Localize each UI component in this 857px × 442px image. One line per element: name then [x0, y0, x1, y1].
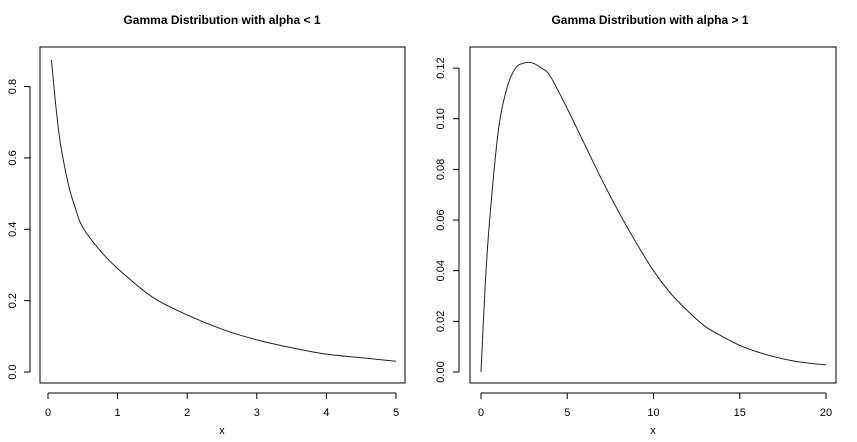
x-ticks: 0 5 10 15 20: [478, 392, 832, 419]
density-curve: [50, 60, 397, 362]
x-tick-label: 15: [734, 407, 746, 419]
y-tick-label: 0.06: [435, 209, 447, 230]
y-tick-label: 0.12: [435, 57, 447, 78]
y-tick-label: 0.10: [435, 108, 447, 129]
x-tick-label: 0: [478, 407, 484, 419]
y-ticks: 0.0 0.2 0.4 0.6 0.8: [7, 79, 31, 380]
x-tick-label: 20: [820, 407, 832, 419]
y-tick-label: 0.08: [435, 159, 447, 180]
x-tick-label: 2: [184, 407, 190, 419]
x-tick-label: 10: [647, 407, 659, 419]
y-tick-label: 0.04: [435, 260, 447, 281]
plot-frame: [39, 46, 406, 384]
y-tick-label: 0.4: [7, 222, 19, 237]
x-tick-label: 5: [393, 407, 399, 419]
x-axis-label: x: [219, 425, 225, 437]
x-tick-label: 3: [254, 407, 260, 419]
y-tick-label: 0.02: [435, 311, 447, 332]
x-tick-label: 1: [115, 407, 121, 419]
y-ticks: 0.00 0.02 0.04 0.06 0.08 0.10 0.12: [435, 57, 460, 383]
density-curve: [480, 61, 827, 373]
chart-title: Gamma Distribution with alpha < 1: [123, 13, 320, 27]
y-tick-label: 0.8: [7, 79, 19, 94]
chart-panel-left: Gamma Distribution with alpha < 1 x 0 1 2 3…: [7, 13, 406, 437]
plot-frame: [469, 46, 837, 384]
x-tick-label: 5: [564, 407, 570, 419]
y-tick-label: 0.00: [435, 361, 447, 382]
y-tick-label: 0.2: [7, 293, 19, 308]
x-tick-label: 0: [45, 407, 51, 419]
y-tick-label: 0.0: [7, 364, 19, 379]
x-axis-label: x: [650, 425, 656, 437]
chart-title: Gamma Distribution with alpha > 1: [551, 13, 748, 27]
chart-panel-right: Gamma Distribution with alpha > 1 x 0 5 10…: [435, 13, 837, 437]
x-ticks: 0 1 2 3 4 5: [45, 392, 399, 419]
x-tick-label: 4: [323, 407, 329, 419]
y-tick-label: 0.6: [7, 150, 19, 165]
